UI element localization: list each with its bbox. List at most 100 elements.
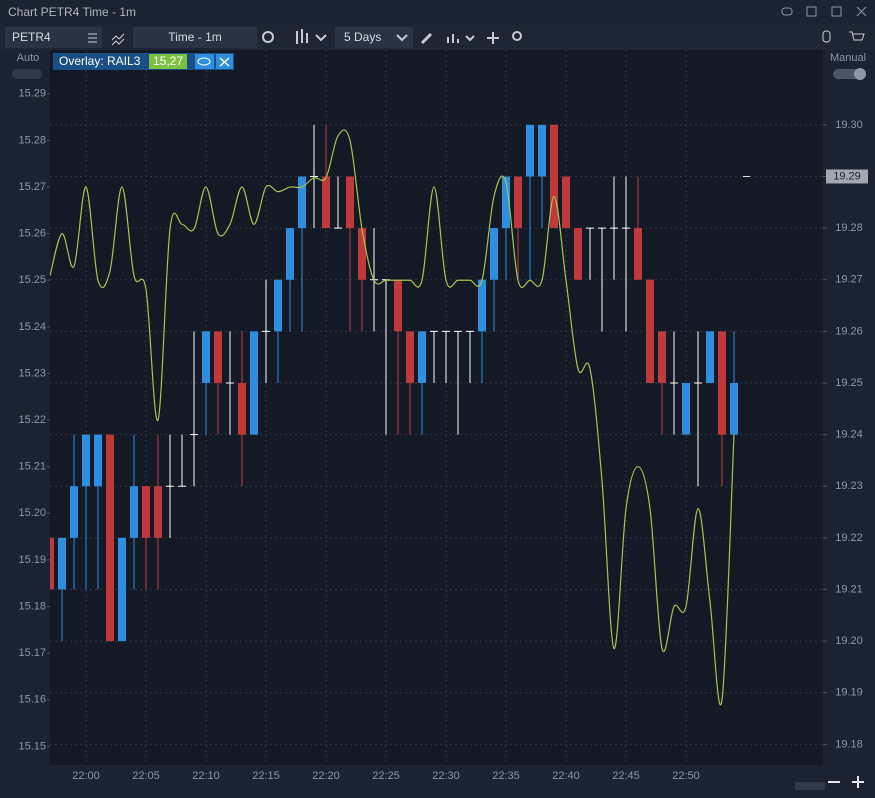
last-price-label: 19.29 [833, 170, 861, 182]
auto-toggle[interactable] [12, 69, 42, 79]
labels: 19.18 19.19 19.20 19.21 19.22 19.23 19.24 19.25… [18, 88, 868, 782]
last-price-box [826, 169, 868, 184]
left-tick-label: 15.28 [18, 134, 46, 146]
left-tick-label: 15.22 [18, 414, 46, 426]
candle-body [322, 176, 330, 229]
candle-body [154, 486, 162, 538]
symbol-box[interactable] [5, 27, 102, 48]
y-tick-label: 19.23 [835, 480, 863, 492]
symbol: PETR4 [12, 30, 51, 44]
candle-body [286, 228, 294, 280]
left-tick-label: 15.29 [18, 88, 46, 100]
left-tick-label: 15.21 [18, 461, 46, 473]
x-tick-label: 22:45 [612, 770, 640, 782]
candle-body [298, 176, 306, 229]
candle-body [478, 279, 486, 332]
x-tick-label: 22:30 [432, 770, 460, 782]
scrollbar[interactable] [795, 782, 825, 790]
y-tick-label: 19.21 [835, 583, 863, 595]
candle-body [550, 124, 558, 229]
candle-body [142, 486, 150, 538]
candle-body [50, 537, 54, 590]
left-tick-label: 15.15 [18, 740, 46, 752]
candle-body [706, 331, 714, 383]
left-tick-label: 15.24 [18, 321, 46, 333]
candle-body [418, 331, 426, 383]
y-tick-label: 19.19 [835, 687, 863, 699]
left-tick-label: 15.19 [18, 554, 46, 566]
y-tick-label: 19.30 [835, 119, 863, 131]
window-controls[interactable] [781, 6, 867, 17]
chart-type-icon[interactable] [296, 29, 327, 44]
candle-body [94, 434, 102, 487]
time-axis-panel [0, 765, 875, 798]
candle-body [538, 124, 546, 177]
x-tick-label: 22:35 [492, 770, 520, 782]
y-tick-label: 19.18 [835, 738, 863, 750]
left-tick-label: 15.17 [18, 647, 46, 659]
period: 5 Days [344, 30, 381, 44]
x-tick-label: 22:25 [372, 770, 400, 782]
plot [50, 124, 738, 706]
candle-body [682, 382, 690, 435]
period-box[interactable] [335, 27, 413, 48]
y-tick-label: 19.24 [835, 429, 863, 441]
candle-body [250, 331, 258, 435]
overlay-value: 15,27 [153, 54, 183, 68]
candle-body [634, 228, 642, 280]
overlay-visibility[interactable] [195, 54, 214, 69]
candle-body [406, 331, 414, 383]
x-tick-label: 22:50 [672, 770, 700, 782]
candle-body [106, 434, 114, 642]
list-icon[interactable] [88, 33, 97, 43]
zoom-buttons[interactable] [828, 776, 864, 788]
candle-body [730, 382, 738, 435]
candle-body [118, 537, 126, 642]
y-tick-label: 19.26 [835, 325, 863, 337]
x-tick-label: 22:40 [552, 770, 580, 782]
overlay-line [50, 129, 735, 706]
overlay-value-box [149, 54, 187, 69]
zoom-icon[interactable] [512, 31, 522, 41]
title-bar [0, 0, 875, 25]
eye-icon [197, 57, 211, 66]
compare-icon[interactable] [111, 33, 125, 46]
left-tick-label: 15.26 [18, 228, 46, 240]
x-tick-label: 22:00 [72, 770, 100, 782]
y-tick-label: 19.20 [835, 635, 863, 647]
crosshair-icon[interactable] [487, 32, 499, 44]
candle-body [202, 331, 210, 383]
interval: Time - 1m [168, 30, 222, 44]
y-tick-label: 19.27 [835, 274, 863, 286]
toolbar [0, 25, 875, 50]
y-tick-label: 19.22 [835, 532, 863, 544]
candle-body [490, 228, 498, 280]
left-scale-mode: Auto [17, 52, 40, 64]
x-tick-label: 22:20 [312, 770, 340, 782]
x-tick-label: 22:05 [132, 770, 160, 782]
left-tick-label: 15.18 [18, 600, 46, 612]
candle-body [82, 434, 90, 487]
indicator-icon[interactable] [447, 34, 475, 43]
x-tick-label: 22:10 [192, 770, 220, 782]
right-scale-mode: Manual [830, 52, 866, 64]
candle-body [562, 176, 570, 229]
period-dropdown[interactable] [396, 34, 408, 42]
x-tick-label: 22:15 [252, 770, 280, 782]
mouse-icon[interactable] [822, 30, 831, 43]
cart-icon[interactable] [849, 31, 865, 41]
left-tick-label: 15.20 [18, 507, 46, 519]
settings-icon[interactable] [262, 31, 274, 43]
draw-icon[interactable] [420, 32, 433, 45]
candle-body [130, 486, 138, 538]
remove-icon [219, 57, 230, 67]
window-title: Chart PETR4 Time - 1m [8, 5, 136, 19]
candle-body [658, 331, 666, 383]
candle-body [718, 331, 726, 435]
grid [50, 50, 823, 765]
left-axis-panel [0, 50, 50, 798]
y-tick-label: 19.28 [835, 222, 863, 234]
interval-box[interactable] [133, 27, 257, 48]
